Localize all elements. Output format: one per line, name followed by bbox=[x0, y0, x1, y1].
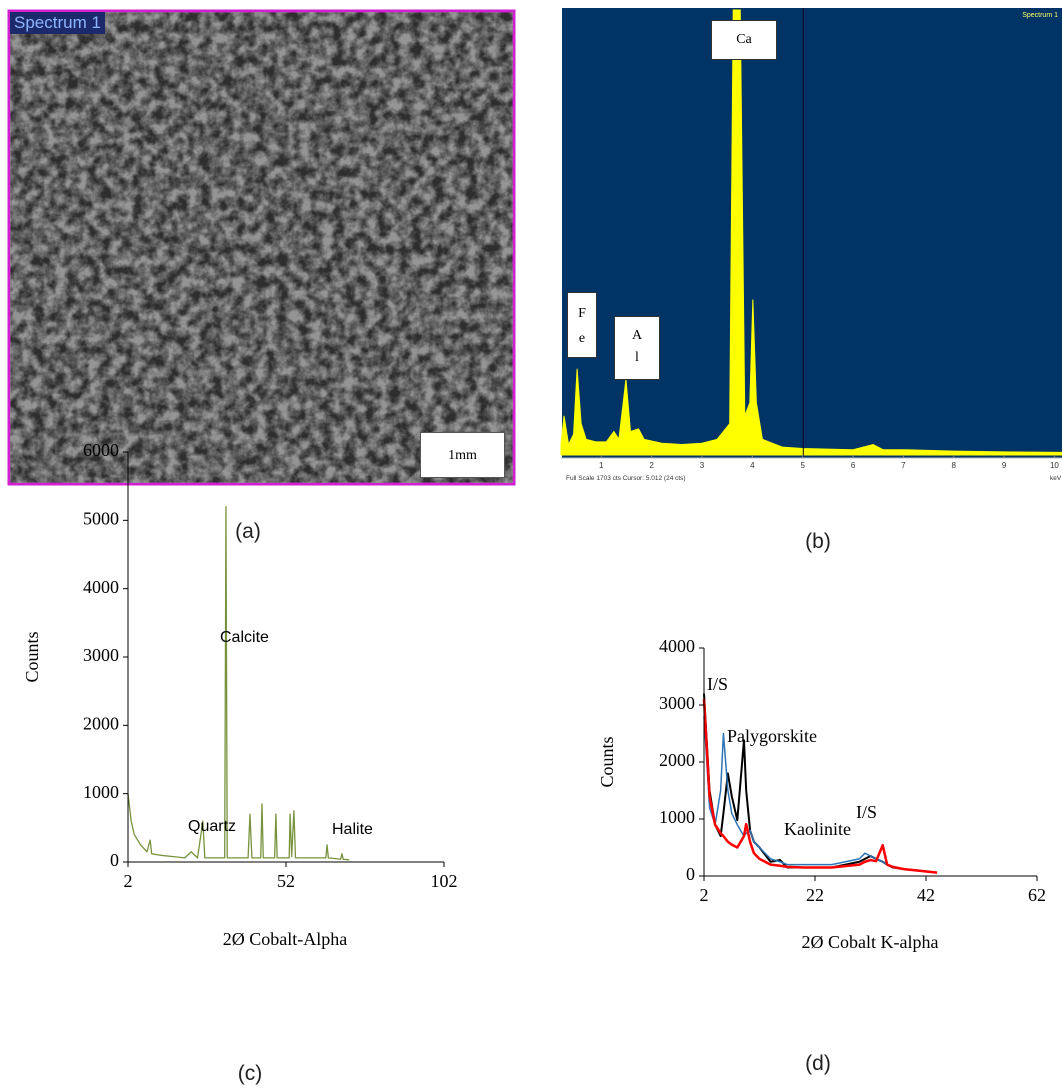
y-tick-label: 6000 bbox=[83, 440, 119, 460]
x-tick-label: 2 bbox=[700, 885, 709, 905]
y-tick-label: 2000 bbox=[659, 750, 695, 770]
x-tick-label: 7 bbox=[901, 461, 906, 470]
sem-texture bbox=[10, 12, 513, 483]
x-tick-label: 4 bbox=[750, 461, 755, 470]
plot-background bbox=[562, 8, 1062, 458]
x-tick-label: 10 bbox=[1050, 461, 1059, 470]
peak-annotation: Quartz bbox=[188, 818, 236, 835]
page: {"image": {"label": "Spectrum 1", "scale… bbox=[0, 0, 1062, 1091]
peak-annotation: Kaolinite bbox=[784, 819, 851, 839]
peak-annotation: Halite bbox=[332, 821, 373, 838]
x-tick-label: 6 bbox=[851, 461, 856, 470]
x-tick-label: 22 bbox=[806, 885, 824, 905]
y-tick-label: 2000 bbox=[83, 713, 119, 733]
figure: Spectrum 1 1 2 3 4 5 6 7 8 9 10 Full Scale 1703 cts… bbox=[0, 0, 1062, 1091]
x-axis-label: keV bbox=[1050, 475, 1062, 482]
x-tick-label: 2 bbox=[649, 461, 654, 470]
peak-label: Fe bbox=[567, 292, 597, 358]
chart: 0 1000 2000 3000 4000 5000 6000 2 52 102 Counts 2Ø … bbox=[22, 440, 458, 949]
y-tick-label: 1000 bbox=[83, 782, 119, 802]
x-tick-label: 3 bbox=[700, 461, 705, 470]
peak-label: Al bbox=[614, 316, 660, 380]
x-axis-label: 2Ø Cobalt K-alpha bbox=[802, 932, 939, 952]
x-tick-label: 5 bbox=[800, 461, 805, 470]
caption: (d) bbox=[805, 1052, 831, 1076]
y-tick-label: 3000 bbox=[659, 693, 695, 713]
x-tick-label: 102 bbox=[431, 871, 458, 891]
caption: (a) bbox=[235, 520, 261, 544]
y-tick-label: 3000 bbox=[83, 645, 119, 665]
data-line bbox=[128, 507, 349, 860]
x-tick-label: 9 bbox=[1002, 461, 1007, 470]
x-tick-label: 8 bbox=[952, 461, 957, 470]
scale-bar: 1mm bbox=[420, 432, 505, 478]
y-tick-label: 5000 bbox=[83, 508, 119, 528]
caption: (b) bbox=[805, 530, 831, 554]
y-tick-label: 1000 bbox=[659, 807, 695, 827]
y-tick-label: 4000 bbox=[83, 577, 119, 597]
x-tick-label: 52 bbox=[277, 871, 295, 891]
x-tick-label: 42 bbox=[917, 885, 935, 905]
x-tick-label: 1 bbox=[599, 461, 604, 470]
x-axis-label: 2Ø Cobalt-Alpha bbox=[223, 929, 347, 949]
peak-annotation: Palygorskite bbox=[727, 726, 817, 746]
image-label: Spectrum 1 bbox=[10, 12, 105, 34]
y-axis-label: Counts bbox=[22, 631, 42, 682]
y-tick-label: 0 bbox=[110, 850, 119, 870]
y-tick-label: 0 bbox=[686, 864, 695, 884]
spectrum-title: Spectrum 1 bbox=[1022, 12, 1058, 19]
y-axis-label: Counts bbox=[597, 736, 617, 787]
peak-label: Ca bbox=[711, 20, 777, 60]
y-tick-label: 4000 bbox=[659, 636, 695, 656]
peak-annotation: I/S bbox=[707, 674, 728, 694]
peak-annotation: I/S bbox=[856, 802, 877, 822]
x-tick-label: 62 bbox=[1028, 885, 1046, 905]
caption: (c) bbox=[238, 1062, 263, 1086]
chart: Spectrum 1 1 2 3 4 5 6 7 8 9 10 Full Scale 1703 cts… bbox=[561, 8, 1062, 482]
x-tick-label: 2 bbox=[124, 871, 133, 891]
peak-annotation: Calcite bbox=[220, 629, 269, 646]
footer: Full Scale 1703 cts Cursor: 5.012 (24 ct… bbox=[566, 475, 686, 482]
